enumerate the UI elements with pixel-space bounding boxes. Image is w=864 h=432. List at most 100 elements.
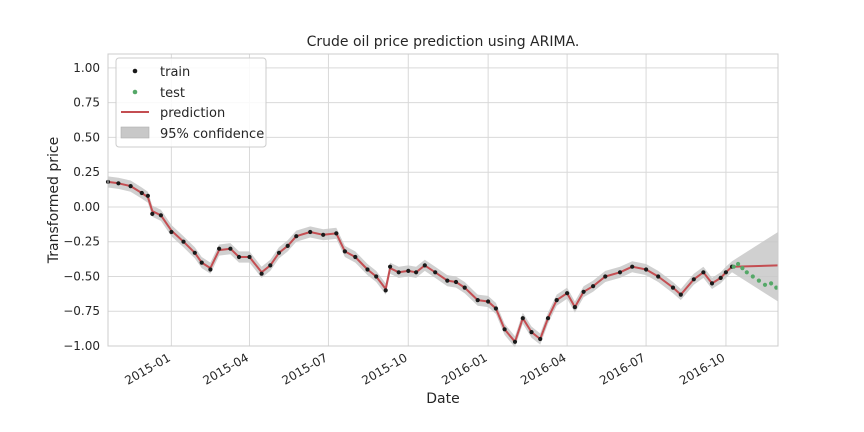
train-point (538, 336, 543, 342)
train-point (276, 250, 282, 255)
train-point (236, 254, 242, 260)
train-point (493, 306, 498, 311)
train-point (644, 267, 649, 272)
test-point (736, 261, 741, 267)
test-point (769, 281, 774, 286)
train-point (723, 270, 729, 275)
train-point (433, 270, 438, 275)
legend-prediction-label: prediction (160, 106, 225, 121)
y-tick-label: −0.50 (63, 269, 100, 283)
train-point (247, 254, 252, 260)
train-point (116, 181, 121, 186)
train-point (572, 305, 578, 310)
train-point (709, 281, 715, 286)
train-point (308, 229, 313, 235)
train-point (462, 285, 467, 290)
train-point (259, 271, 264, 276)
data-points (105, 179, 779, 344)
legend: train test prediction 95% confidence (115, 57, 267, 148)
chart-title: Crude oil price prediction using ARIMA. (307, 34, 580, 50)
test-point (740, 266, 745, 271)
train-point (353, 254, 358, 260)
train-point (520, 316, 525, 321)
train-point (630, 264, 635, 269)
train-point (529, 330, 534, 335)
plot-frame (107, 53, 779, 347)
train-point (396, 270, 401, 275)
train-point (294, 234, 299, 239)
train-point (502, 327, 507, 332)
confidence-band-area (108, 176, 778, 348)
train-point (374, 274, 379, 279)
legend-confidence-marker (120, 126, 150, 139)
train-point (414, 270, 419, 275)
train-point (453, 279, 459, 285)
train-point (565, 291, 570, 296)
train-point (445, 278, 450, 283)
train-point (383, 288, 388, 293)
train-point (486, 299, 491, 304)
x-tick-label: 2016-10 (677, 350, 727, 387)
test-point (750, 274, 755, 279)
legend-train-marker (132, 68, 138, 74)
y-tick-label: 0.50 (73, 130, 100, 144)
prediction-line-group (107, 180, 779, 343)
train-point (228, 246, 233, 251)
prediction-line (107, 180, 779, 343)
train-point (192, 250, 197, 255)
train-point (285, 243, 290, 248)
train-point (158, 213, 163, 218)
train-point (365, 267, 370, 272)
y-tick-label: −0.25 (63, 235, 100, 249)
train-point (691, 277, 696, 282)
test-point (756, 278, 762, 283)
x-tick-label: 2016-01 (439, 350, 489, 387)
train-point (342, 249, 347, 254)
y-tick-label: −0.75 (63, 304, 100, 318)
y-tick-label: 0.00 (73, 200, 100, 214)
x-tick-label: 2015-01 (122, 350, 172, 387)
train-point (656, 274, 661, 279)
train-point (591, 284, 596, 289)
test-point (774, 285, 779, 290)
train-point (406, 268, 411, 273)
train-point (512, 339, 518, 344)
train-point (217, 246, 222, 251)
train-point (718, 275, 723, 280)
train-point (554, 298, 559, 303)
train-point (603, 274, 608, 279)
legend-test-marker (132, 89, 138, 95)
confidence-band (108, 176, 778, 348)
train-point (334, 231, 339, 236)
legend-box (115, 57, 267, 148)
train-point (145, 193, 150, 198)
train-point (150, 211, 155, 216)
y-axis-label: Transformed price (46, 137, 62, 264)
train-point (139, 190, 144, 196)
x-tick-label: 2015-04 (201, 350, 251, 387)
train-point (581, 289, 586, 294)
train-point (128, 184, 133, 189)
train-point (208, 267, 213, 272)
y-tick-label: 0.25 (73, 165, 100, 179)
y-tick-label: 1.00 (73, 61, 100, 75)
train-point (545, 316, 551, 321)
test-point (731, 264, 736, 269)
x-tick-label: 2016-04 (518, 350, 568, 387)
test-point (762, 282, 768, 287)
train-point (169, 229, 174, 235)
train-point (422, 263, 427, 268)
x-tick-label: 2015-07 (280, 350, 330, 387)
legend-train-label: train (160, 65, 190, 80)
y-tick-labels: 1.00 0.75 0.50 0.25 0.00 −0.25 −0.50 −0.75 −1.00 (63, 61, 100, 353)
train-point (701, 270, 706, 275)
y-tick-label: 0.75 (73, 96, 100, 110)
x-axis-label: Date (426, 391, 459, 407)
x-tick-label: 2016-07 (597, 350, 647, 387)
y-tick-label: −1.00 (63, 339, 100, 353)
train-point (475, 298, 480, 303)
train-point (268, 263, 273, 268)
legend-confidence-label: 95% confidence (160, 127, 264, 142)
test-point (744, 270, 749, 275)
